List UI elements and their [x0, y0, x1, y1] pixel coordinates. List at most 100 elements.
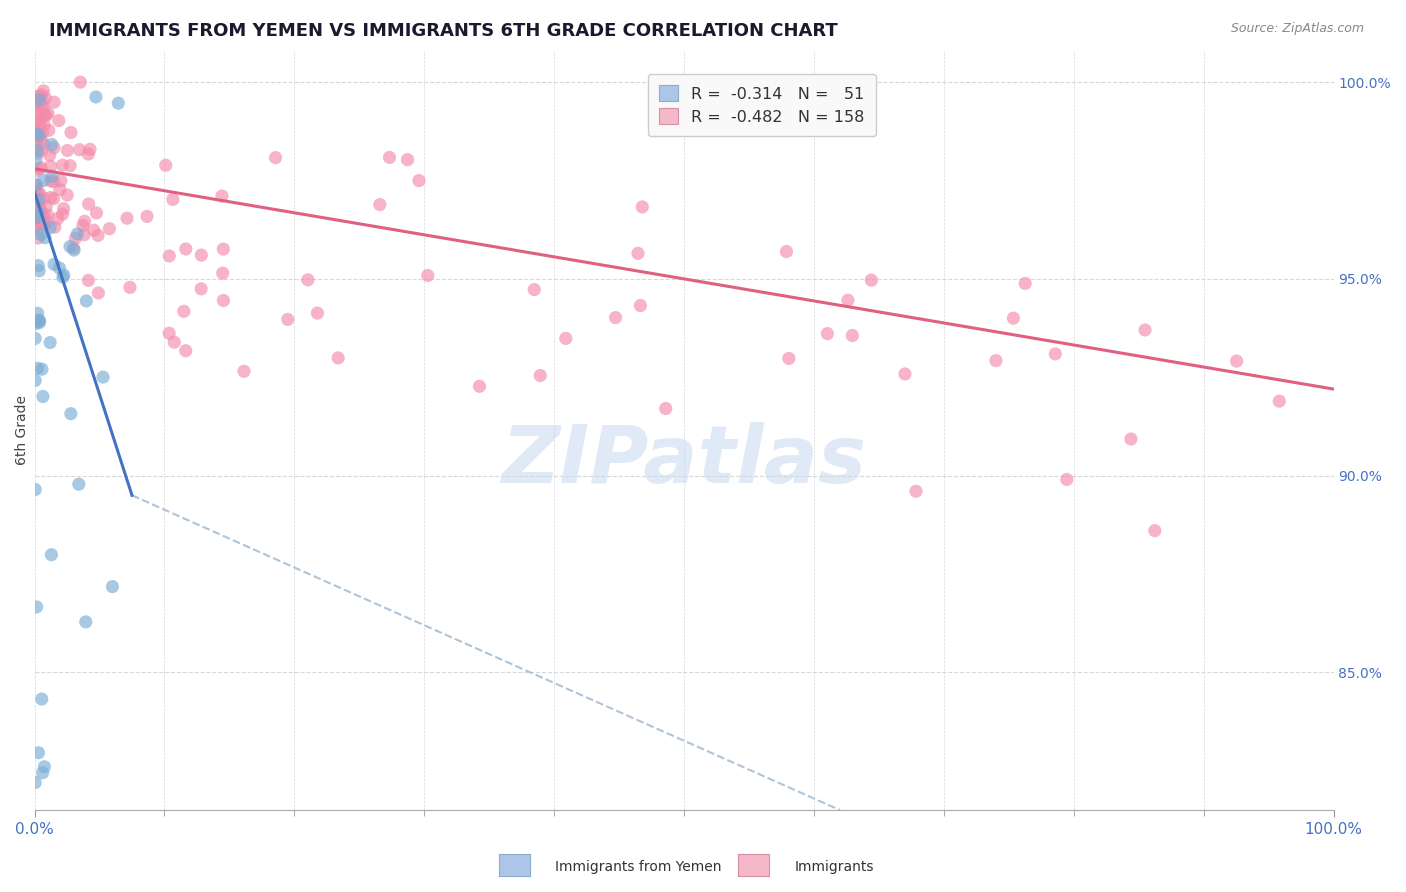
Point — [28, 264, 51, 278]
Point — [41, 548, 63, 562]
Point — [41, 137, 63, 152]
Point — [1143, 524, 1166, 538]
Text: IMMIGRANTS FROM YEMEN VS IMMIGRANTS 6TH GRADE CORRELATION CHART: IMMIGRANTS FROM YEMEN VS IMMIGRANTS 6TH … — [49, 22, 838, 40]
Point — [396, 153, 419, 167]
Point — [52, 207, 75, 221]
Point — [49, 174, 72, 188]
Point — [25, 103, 48, 117]
Point — [42, 141, 65, 155]
Point — [605, 310, 627, 325]
Point — [31, 126, 53, 140]
Point — [69, 143, 91, 157]
Point — [408, 173, 430, 187]
Point — [529, 368, 551, 383]
Point — [38, 123, 60, 137]
Point — [42, 192, 65, 206]
Point — [25, 126, 48, 140]
Point — [27, 259, 49, 273]
Point — [190, 248, 212, 262]
Point — [31, 191, 53, 205]
Point — [42, 257, 65, 271]
Point — [28, 93, 51, 107]
Point — [136, 210, 159, 224]
Point — [75, 293, 97, 308]
Point — [48, 260, 70, 275]
Point — [25, 211, 48, 225]
Point — [27, 231, 49, 245]
Point — [39, 160, 62, 174]
Point — [30, 202, 52, 216]
Point — [101, 580, 124, 594]
Point — [35, 108, 58, 122]
Point — [655, 401, 678, 416]
Point — [37, 106, 59, 120]
Point — [37, 208, 59, 222]
Point — [66, 227, 89, 241]
Point — [28, 205, 51, 219]
Point — [28, 316, 51, 330]
Point — [87, 285, 110, 300]
Point — [174, 242, 197, 256]
Point — [904, 484, 927, 499]
Point — [25, 126, 48, 140]
Point — [98, 221, 121, 235]
Point — [25, 94, 48, 108]
Point — [39, 190, 62, 204]
Point — [627, 246, 650, 260]
Point — [30, 132, 52, 146]
Point — [28, 128, 51, 143]
Point — [1226, 354, 1249, 368]
Point — [212, 293, 235, 308]
Point — [27, 89, 49, 103]
Point — [264, 151, 287, 165]
Point — [328, 351, 350, 365]
Point — [25, 184, 48, 198]
Point — [32, 118, 55, 132]
Point — [72, 219, 94, 233]
Point — [28, 314, 51, 328]
Point — [1133, 323, 1156, 337]
Text: Immigrants from Yemen: Immigrants from Yemen — [555, 860, 721, 874]
Point — [30, 161, 52, 175]
Point — [27, 130, 49, 145]
Point — [31, 87, 53, 102]
Point — [51, 158, 73, 172]
Point — [815, 326, 838, 341]
Point — [27, 306, 49, 320]
Point — [468, 379, 491, 393]
Point — [24, 775, 46, 789]
Point — [27, 208, 49, 222]
Point — [34, 218, 56, 232]
Point — [25, 141, 48, 155]
Point — [1268, 394, 1291, 409]
Point — [34, 760, 56, 774]
Point — [233, 364, 256, 378]
Point — [24, 373, 46, 387]
Point — [25, 95, 48, 110]
Point — [32, 84, 55, 98]
Point — [211, 189, 233, 203]
Text: Source: ZipAtlas.com: Source: ZipAtlas.com — [1230, 22, 1364, 36]
Point — [25, 178, 48, 192]
Point — [775, 244, 797, 259]
Text: Immigrants: Immigrants — [794, 860, 875, 874]
Point — [59, 239, 82, 253]
Point — [25, 89, 48, 103]
Point — [32, 136, 55, 151]
Point — [62, 241, 84, 255]
Point — [34, 230, 56, 244]
Point — [118, 280, 141, 294]
Point — [77, 273, 100, 287]
Point — [25, 164, 48, 178]
Point — [32, 208, 55, 222]
Point — [778, 351, 800, 366]
Point — [39, 174, 62, 188]
Point — [79, 142, 101, 156]
Point — [107, 96, 129, 111]
Point — [27, 205, 49, 219]
Point — [59, 159, 82, 173]
Point — [56, 188, 79, 202]
Point — [1002, 311, 1025, 326]
Point — [523, 283, 546, 297]
Point — [52, 268, 75, 282]
